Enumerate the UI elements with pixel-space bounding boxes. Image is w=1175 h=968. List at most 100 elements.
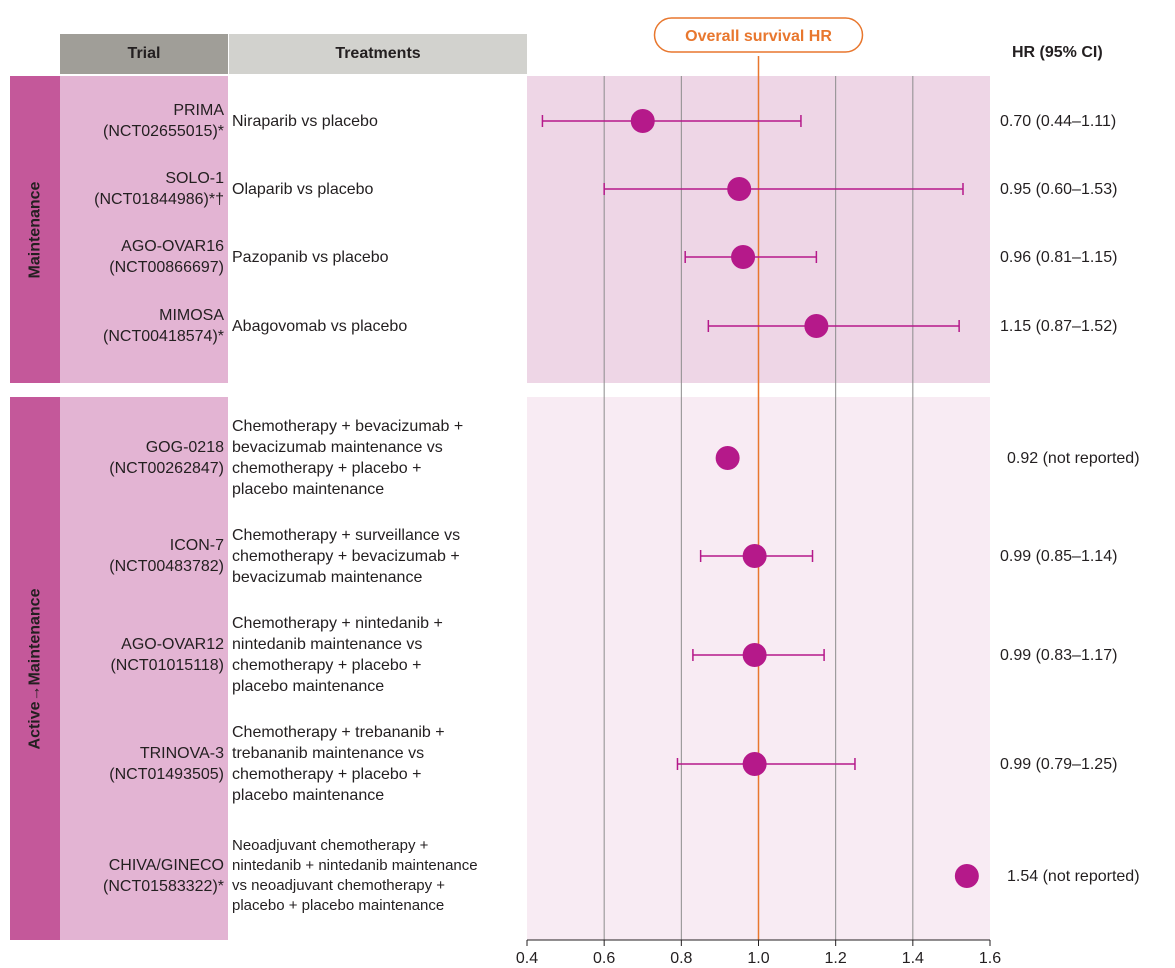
trial-cell: PRIMA (NCT02655015)* bbox=[62, 88, 224, 154]
treatment-cell: Neoadjuvant chemotherapy + nintedanib + n… bbox=[232, 823, 527, 929]
hr-ci-value: 1.54 (not reported) bbox=[1007, 867, 1140, 885]
trial-name: AGO-OVAR12 bbox=[121, 636, 224, 653]
trial-cell: AGO-OVAR16 (NCT00866697) bbox=[62, 224, 224, 290]
trial-nct: (NCT00483782) bbox=[109, 558, 224, 575]
treatment-cell: Chemotherapy + bevacizumab + bevacizumab … bbox=[232, 410, 527, 506]
group-band-active-maintenance: Active→Maintenance bbox=[10, 397, 60, 940]
treatments-column-bg-maintenance bbox=[229, 76, 527, 383]
hr-point bbox=[731, 245, 756, 269]
hr-point bbox=[742, 752, 767, 776]
trial-cell: AGO-OVAR12 (NCT01015118) bbox=[62, 607, 224, 703]
treatment-line: chemotherapy + bevacizumab + bbox=[232, 547, 460, 565]
trial-cell: SOLO-1 (NCT01844986)*† bbox=[62, 156, 224, 222]
treatment-line: Chemotherapy + nintedanib + bbox=[232, 615, 443, 632]
treatment-cell: Niraparib vs placebo bbox=[232, 88, 527, 154]
treatment-cell: Abagovomab vs placebo bbox=[232, 293, 527, 359]
trial-cell: CHIVA/GINECO (NCT01583322)* bbox=[62, 823, 224, 929]
treatment-line: placebo + placebo maintenance bbox=[232, 897, 445, 914]
group-label-maintenance: Maintenance bbox=[26, 181, 44, 278]
treatment-line: placebo maintenance bbox=[232, 481, 385, 498]
trial-nct: (NCT00262847) bbox=[109, 460, 224, 477]
treatments-column-bg-active bbox=[229, 397, 528, 940]
trial-name: SOLO-1 bbox=[165, 170, 224, 187]
hr-point bbox=[727, 177, 752, 201]
trial-cell: TRINOVA-3 (NCT01493505) bbox=[62, 716, 224, 812]
treatment-line: Niraparib vs placebo bbox=[232, 112, 378, 130]
hr-ci-value: 0.70 (0.44–1.11) bbox=[1000, 112, 1117, 130]
hr-ci-value: 0.96 (0.81–1.15) bbox=[1000, 248, 1118, 266]
hr-point bbox=[742, 544, 767, 568]
trial-nct: (NCT01493505) bbox=[109, 766, 224, 783]
trial-cell: ICON-7 (NCT00483782) bbox=[62, 516, 224, 596]
trial-header-label: Trial bbox=[127, 45, 161, 62]
treatment-line: Neoadjuvant chemotherapy + bbox=[232, 837, 429, 854]
x-tick-label: 1.6 bbox=[979, 950, 1001, 967]
trial-name: AGO-OVAR16 bbox=[121, 238, 224, 255]
trial-cell: MIMOSA (NCT00418574)* bbox=[62, 293, 224, 359]
treatment-line: bevacizumab maintenance vs bbox=[232, 439, 443, 456]
trial-name: MIMOSA bbox=[159, 307, 224, 324]
trial-nct: (NCT00418574)* bbox=[103, 328, 224, 345]
plot-band-active bbox=[527, 397, 990, 940]
trial-nct: (NCT01844986)*† bbox=[94, 191, 224, 208]
x-tick-label: 1.4 bbox=[902, 950, 924, 967]
treatment-line: chemotherapy + placebo + bbox=[232, 657, 422, 674]
x-tick-label: 0.8 bbox=[670, 950, 692, 967]
hr-ci-value: 1.15 (0.87–1.52) bbox=[1000, 317, 1118, 335]
treatment-cell: Chemotherapy + trebananib + trebananib ma… bbox=[232, 716, 527, 812]
x-tick-label: 1.2 bbox=[825, 950, 847, 967]
trial-name: TRINOVA-3 bbox=[139, 745, 224, 762]
treatment-line: placebo maintenance bbox=[232, 678, 385, 695]
trial-name: PRIMA bbox=[173, 102, 224, 119]
trial-cell: GOG-0218 (NCT00262847) bbox=[62, 410, 224, 506]
x-tick-label: 0.4 bbox=[516, 950, 538, 967]
trial-column-bg-active bbox=[60, 397, 228, 940]
treatment-line: Olaparib vs placebo bbox=[232, 180, 374, 198]
trial-name: CHIVA/GINECO bbox=[108, 857, 224, 874]
trial-column-bg-maintenance bbox=[60, 76, 228, 383]
treatments-column-header: Treatments bbox=[229, 34, 527, 74]
x-tick-label: 1.0 bbox=[747, 950, 769, 967]
hr-point bbox=[742, 643, 767, 667]
plot-band-maintenance bbox=[527, 76, 990, 383]
trial-nct: (NCT00866697) bbox=[109, 259, 224, 276]
treatment-line: vs neoadjuvant chemotherapy + bbox=[232, 877, 446, 894]
treatment-cell: Chemotherapy + surveillance vs chemothera… bbox=[232, 516, 527, 596]
treatment-line: Pazopanib vs placebo bbox=[232, 248, 389, 266]
treatment-line: chemotherapy + placebo + bbox=[232, 766, 422, 783]
treatment-line: Abagovomab vs placebo bbox=[232, 317, 408, 335]
trial-column-header: Trial bbox=[60, 34, 228, 74]
treatment-line: nintedanib + nintedanib maintenance bbox=[232, 857, 478, 874]
x-tick-label: 0.6 bbox=[593, 950, 615, 967]
group-band-maintenance: Maintenance bbox=[10, 76, 60, 383]
trial-nct: (NCT02655015)* bbox=[103, 123, 224, 140]
group-label-active-maintenance: Active→Maintenance bbox=[26, 588, 43, 749]
treatment-line: Chemotherapy + surveillance vs bbox=[232, 526, 461, 544]
treatment-line: trebananib maintenance vs bbox=[232, 745, 425, 762]
trial-name: ICON-7 bbox=[169, 537, 224, 554]
hr-ci-value: 0.99 (0.83–1.17) bbox=[1000, 646, 1118, 664]
hr-point bbox=[804, 314, 829, 338]
hr-point bbox=[954, 864, 979, 888]
treatment-cell: Chemotherapy + nintedanib + nintedanib ma… bbox=[232, 607, 527, 703]
overall-survival-badge-label: Overall survival HR bbox=[685, 28, 832, 45]
treatment-line: bevacizumab maintenance bbox=[232, 568, 423, 586]
hr-ci-value: 0.95 (0.60–1.53) bbox=[1000, 180, 1118, 198]
overall-survival-badge bbox=[653, 17, 864, 53]
treatment-line: placebo maintenance bbox=[232, 787, 385, 804]
hr-point bbox=[630, 109, 655, 133]
treatment-line: Chemotherapy + trebananib + bbox=[232, 724, 445, 741]
trial-nct: (NCT01583322)* bbox=[103, 878, 224, 895]
treatment-cell: Pazopanib vs placebo bbox=[232, 224, 527, 290]
hr-ci-value: 0.99 (0.79–1.25) bbox=[1000, 755, 1118, 773]
treatments-header-label: Treatments bbox=[335, 45, 421, 62]
treatment-line: chemotherapy + placebo + bbox=[232, 460, 422, 477]
hr-column-header: HR (95% CI) bbox=[1012, 44, 1103, 61]
treatment-cell: Olaparib vs placebo bbox=[232, 156, 527, 222]
trial-nct: (NCT01015118) bbox=[110, 657, 224, 674]
hr-ci-value: 0.99 (0.85–1.14) bbox=[1000, 547, 1118, 565]
treatment-line: Chemotherapy + bevacizumab + bbox=[232, 418, 464, 435]
treatment-line: nintedanib maintenance vs bbox=[232, 636, 423, 653]
hr-point bbox=[715, 446, 740, 470]
hr-ci-value: 0.92 (not reported) bbox=[1007, 449, 1140, 467]
